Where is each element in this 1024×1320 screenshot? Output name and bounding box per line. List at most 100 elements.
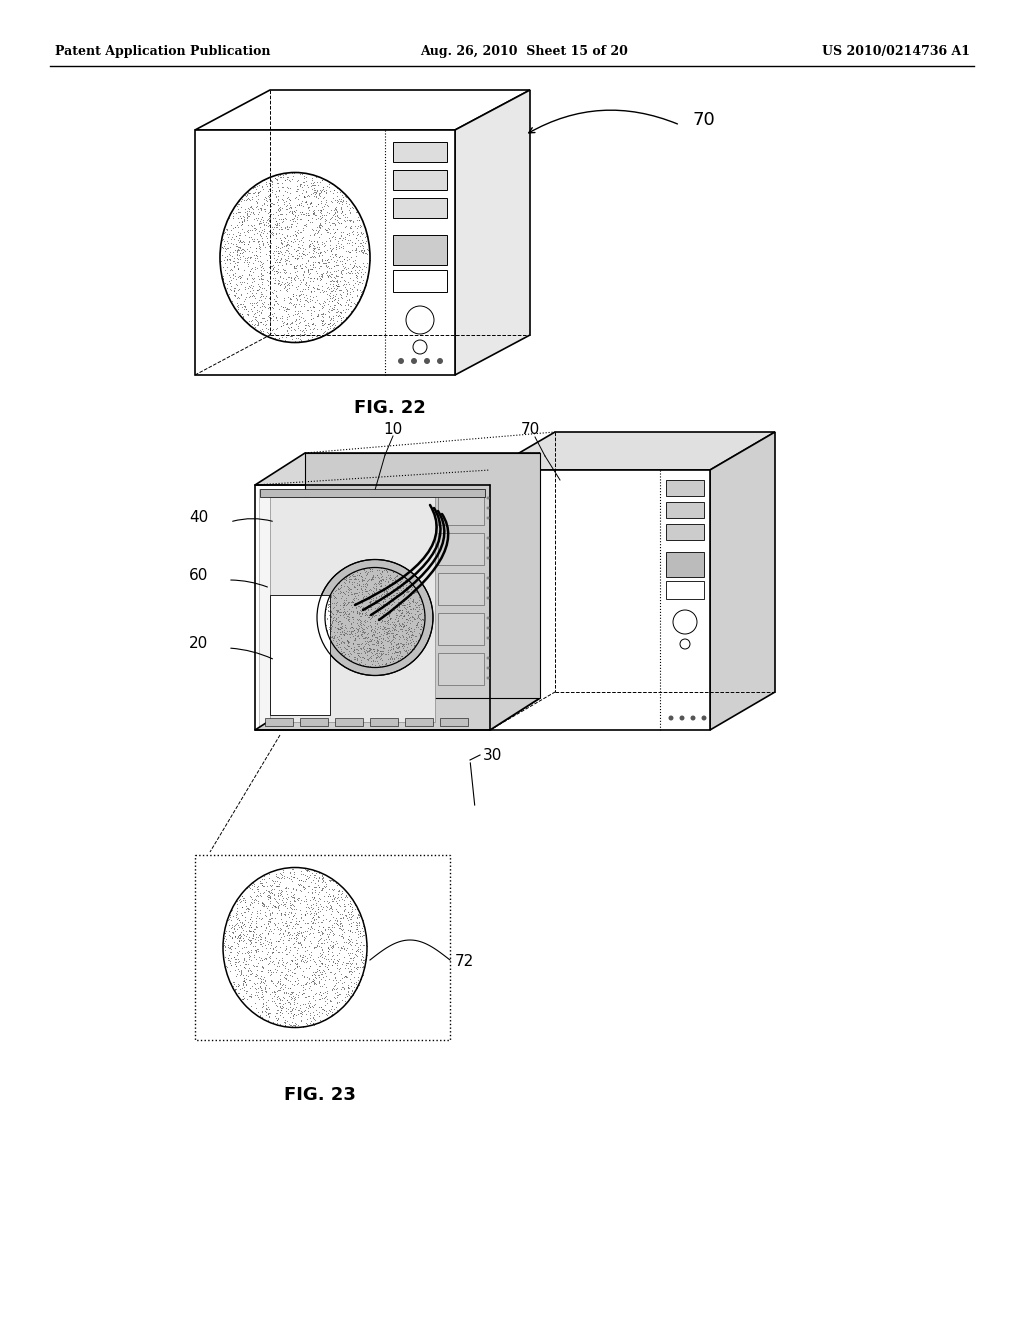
- Point: [249, 313, 265, 334]
- Point: [379, 586, 395, 607]
- Point: [361, 614, 378, 635]
- Point: [319, 256, 336, 277]
- Point: [262, 265, 279, 286]
- Point: [330, 985, 346, 1006]
- Point: [414, 609, 430, 630]
- Point: [336, 890, 352, 911]
- Point: [350, 911, 367, 932]
- Point: [238, 969, 254, 990]
- Point: [366, 594, 382, 615]
- Point: [369, 639, 385, 660]
- Point: [336, 632, 352, 653]
- Point: [272, 863, 289, 884]
- Point: [270, 941, 287, 962]
- Point: [304, 232, 321, 253]
- Point: [278, 891, 294, 912]
- Point: [365, 565, 381, 586]
- Point: [314, 909, 331, 931]
- Point: [267, 318, 284, 339]
- Point: [302, 917, 318, 939]
- Point: [364, 620, 380, 642]
- Point: [234, 264, 251, 285]
- Point: [298, 314, 314, 335]
- Point: [324, 619, 340, 640]
- Point: [284, 1012, 300, 1034]
- Point: [352, 215, 369, 236]
- Point: [367, 643, 383, 664]
- Point: [355, 569, 372, 590]
- Point: [384, 561, 400, 582]
- Point: [262, 1002, 279, 1023]
- Point: [232, 964, 249, 985]
- Point: [249, 176, 265, 197]
- Point: [372, 594, 388, 615]
- Point: [324, 277, 340, 298]
- Point: [344, 281, 360, 302]
- Point: [230, 239, 247, 260]
- Point: [233, 213, 250, 234]
- Point: [399, 589, 416, 610]
- Point: [289, 956, 305, 977]
- Point: [240, 273, 256, 294]
- Point: [298, 1008, 314, 1030]
- Point: [243, 915, 259, 936]
- Point: [323, 615, 339, 636]
- Point: [352, 649, 369, 671]
- Point: [233, 296, 250, 317]
- Point: [257, 929, 273, 950]
- Circle shape: [486, 616, 489, 619]
- Point: [313, 937, 330, 958]
- Point: [331, 276, 347, 297]
- Point: [259, 222, 275, 243]
- Point: [351, 597, 368, 618]
- Point: [396, 595, 413, 616]
- Point: [217, 946, 233, 968]
- Point: [364, 647, 380, 668]
- Point: [267, 1003, 284, 1024]
- Point: [330, 582, 346, 603]
- Point: [270, 867, 287, 888]
- Point: [387, 609, 403, 630]
- Point: [384, 630, 400, 651]
- Point: [336, 896, 352, 917]
- Point: [327, 189, 343, 210]
- Point: [231, 928, 248, 949]
- Point: [317, 908, 334, 929]
- Point: [268, 890, 285, 911]
- Point: [279, 915, 295, 936]
- Point: [309, 180, 326, 201]
- Point: [312, 293, 329, 314]
- Point: [321, 211, 337, 232]
- Point: [333, 618, 349, 639]
- Point: [305, 182, 322, 203]
- Point: [318, 261, 335, 282]
- Point: [283, 215, 299, 236]
- Point: [374, 653, 390, 675]
- Point: [360, 598, 377, 619]
- Point: [314, 302, 331, 323]
- Point: [311, 972, 328, 993]
- Point: [309, 199, 326, 220]
- Point: [274, 986, 291, 1007]
- Point: [225, 946, 242, 968]
- Point: [271, 275, 288, 296]
- Point: [315, 290, 332, 312]
- Point: [305, 296, 322, 317]
- Point: [300, 235, 316, 256]
- Point: [273, 954, 290, 975]
- Point: [241, 253, 257, 275]
- Point: [287, 267, 303, 288]
- Point: [287, 319, 303, 341]
- Point: [284, 312, 300, 333]
- Point: [356, 949, 373, 970]
- Point: [287, 247, 303, 268]
- Point: [329, 982, 345, 1003]
- Point: [303, 917, 319, 939]
- Point: [388, 634, 404, 655]
- Point: [281, 216, 297, 238]
- Point: [282, 190, 298, 211]
- Point: [352, 591, 369, 612]
- Point: [361, 590, 378, 611]
- Point: [223, 226, 240, 247]
- Point: [230, 286, 247, 308]
